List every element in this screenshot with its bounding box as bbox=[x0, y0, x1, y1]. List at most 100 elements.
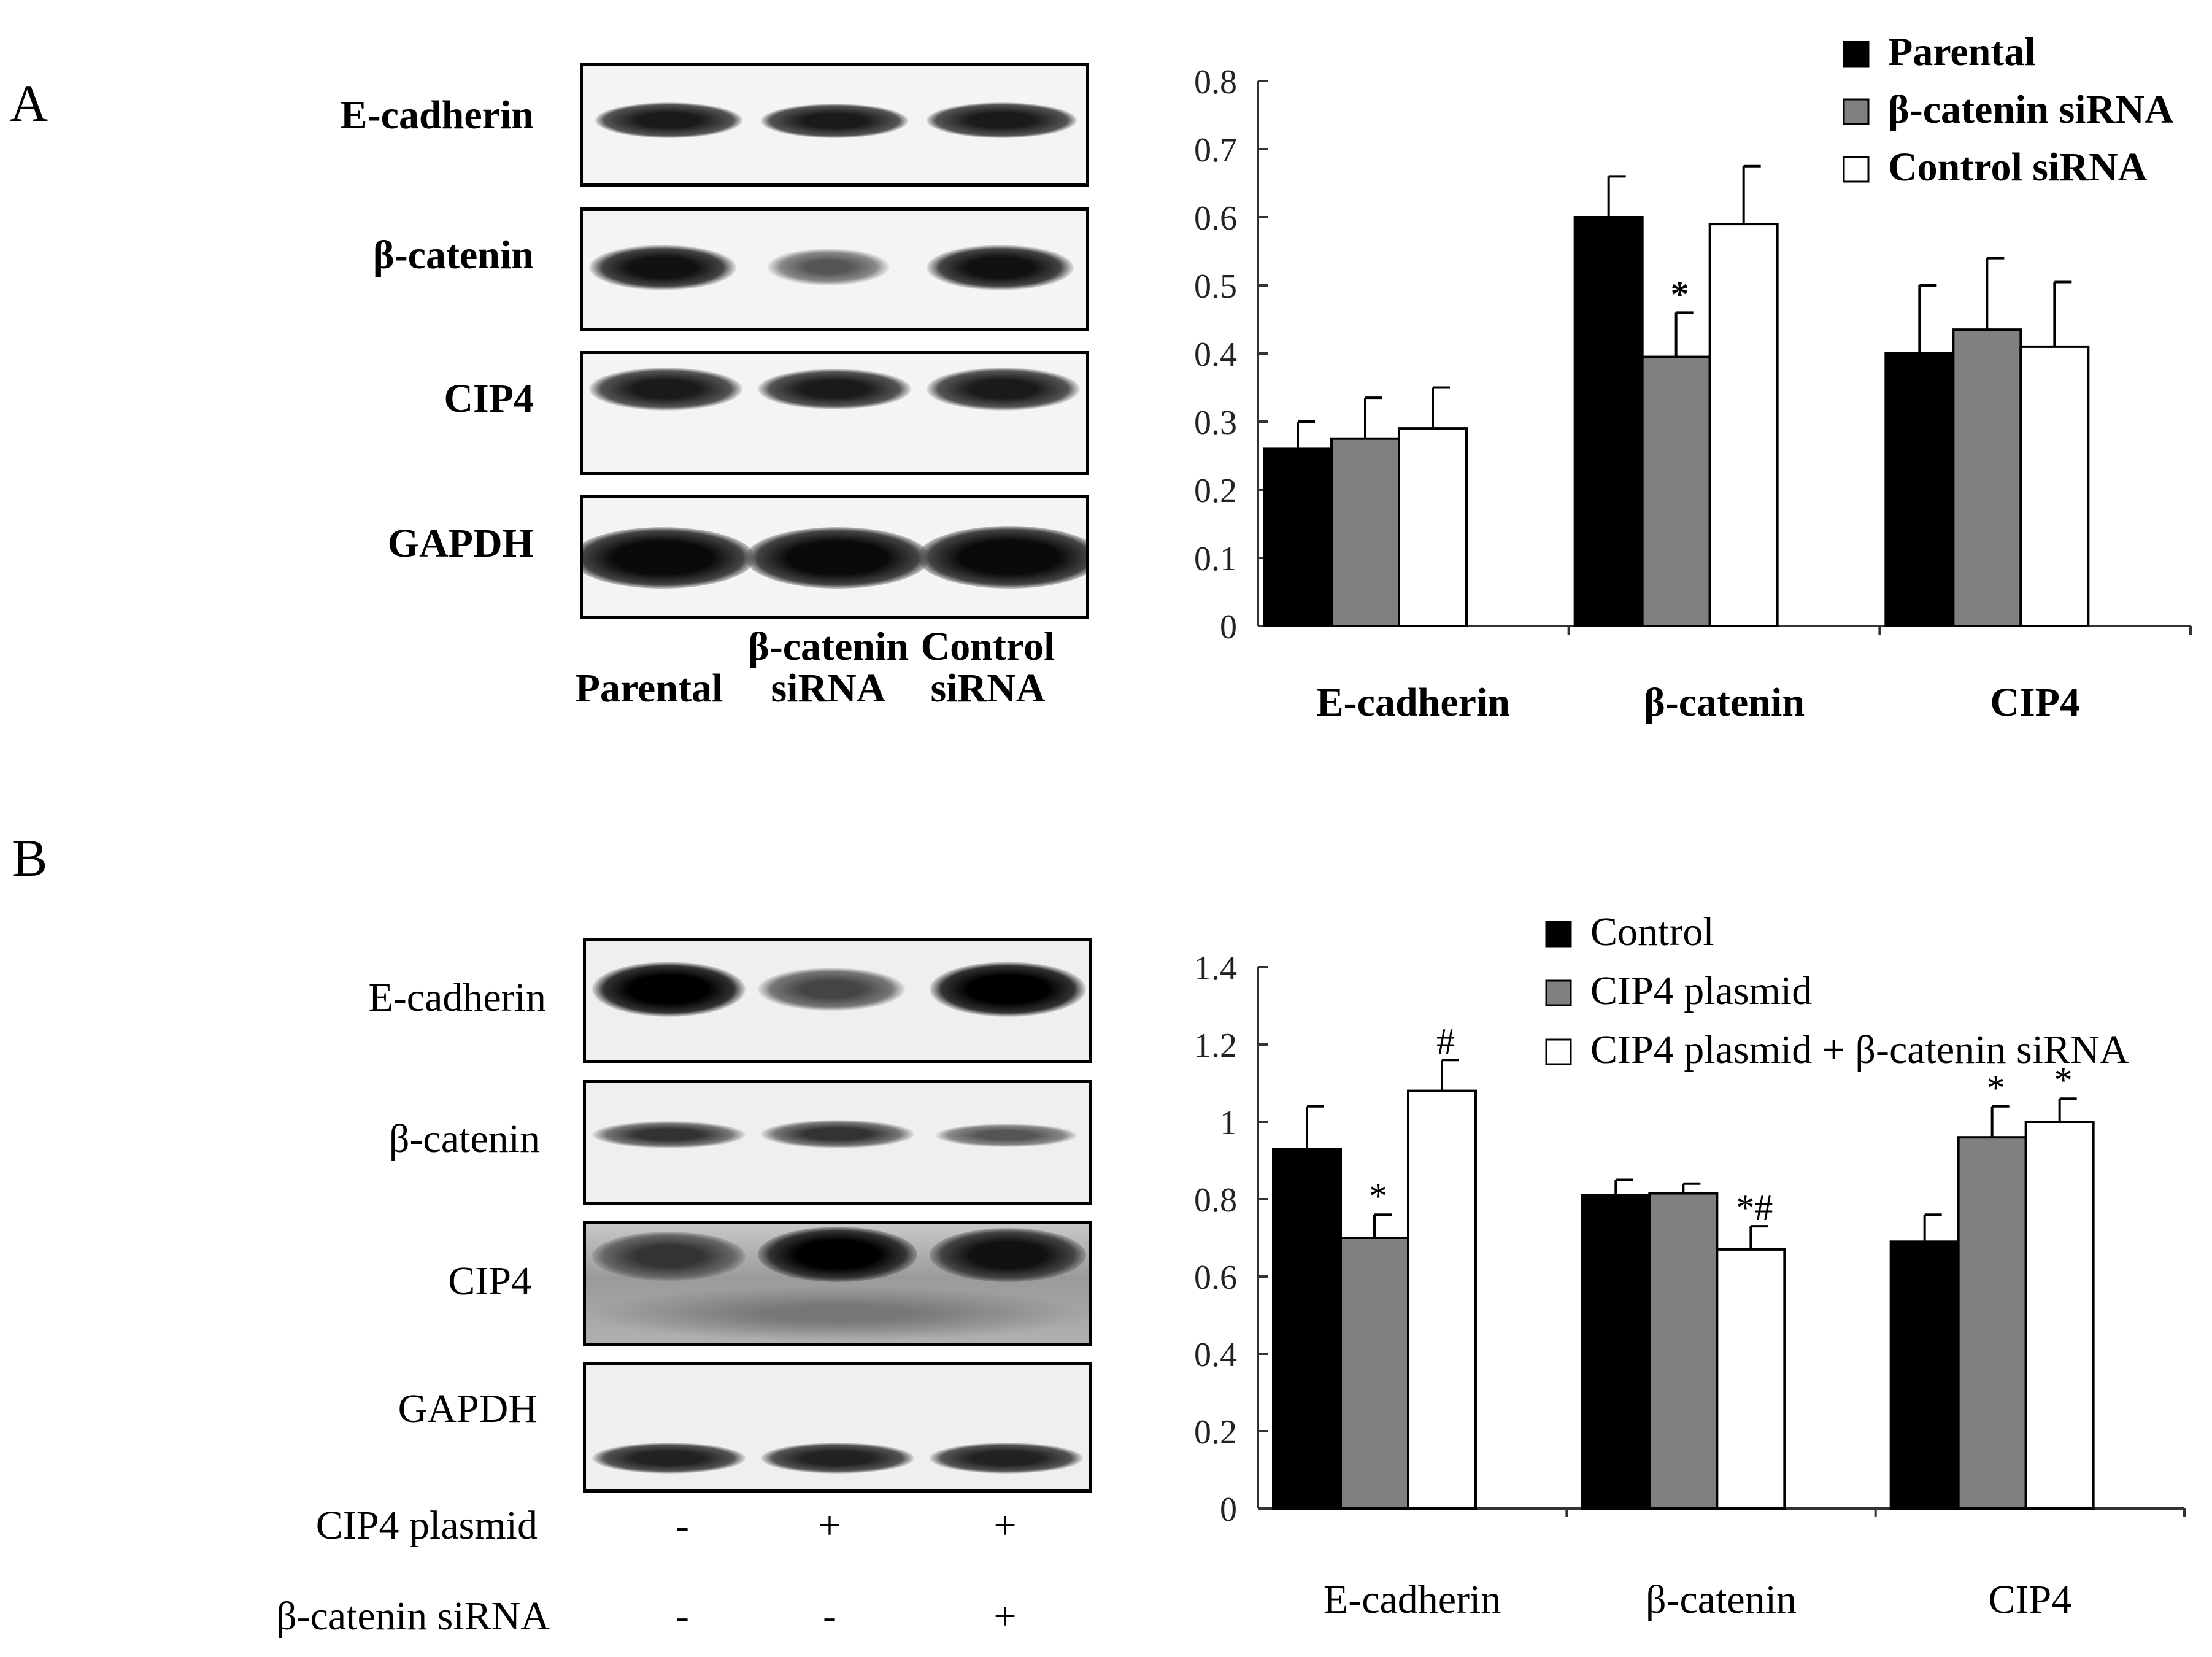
treatment-sign: - bbox=[676, 1503, 689, 1548]
bar bbox=[1398, 427, 1468, 627]
bar bbox=[1884, 352, 1955, 627]
bar bbox=[1952, 328, 2022, 627]
blot-band bbox=[930, 1443, 1083, 1474]
treatment-label-beta-catenin-sirna: β-catenin siRNA bbox=[276, 1594, 550, 1639]
blot-label-cip4-b: CIP4 bbox=[448, 1259, 531, 1304]
y-tick-label: 0.3 bbox=[1194, 404, 1237, 442]
treatment-sign: + bbox=[993, 1594, 1017, 1639]
western-blot-cip4-b bbox=[583, 1221, 1092, 1346]
legend-swatch bbox=[1843, 98, 1870, 125]
blot-band bbox=[927, 368, 1080, 411]
y-tick-label: 1.2 bbox=[1194, 1027, 1237, 1065]
bar bbox=[1957, 1136, 2027, 1510]
significance-mark: * bbox=[1987, 1068, 2005, 1108]
significance-mark: # bbox=[1436, 1021, 1455, 1062]
bar bbox=[1648, 1192, 1719, 1510]
y-tick-label: 0.8 bbox=[1194, 63, 1237, 101]
bar-chart-b: 0 0.2 0.4 0.6 0.8 1 1.2 1.4 E-cadherin β-catenin C… bbox=[1194, 910, 2186, 1622]
lane-label-parental: Parental bbox=[575, 666, 723, 711]
legend-label: CIP4 plasmid + β-catenin siRNA bbox=[1590, 1027, 2129, 1072]
blot-label-cip4-a: CIP4 bbox=[444, 376, 534, 421]
blot-band bbox=[930, 1228, 1086, 1282]
bar bbox=[2019, 345, 2090, 628]
y-tick-label: 0 bbox=[1220, 1491, 1237, 1529]
bar bbox=[1889, 1240, 1960, 1510]
legend-swatch bbox=[1545, 979, 1572, 1006]
treatment-sign: - bbox=[823, 1594, 836, 1639]
blot-band bbox=[586, 1286, 1089, 1341]
y-tick-label: 0.4 bbox=[1194, 336, 1237, 374]
bar bbox=[1708, 223, 1779, 628]
western-blot-beta-catenin-b bbox=[583, 1080, 1092, 1205]
bar bbox=[1272, 1148, 1342, 1510]
y-tick-label: 0.2 bbox=[1194, 472, 1237, 510]
x-category-label: CIP4 bbox=[1990, 680, 2080, 725]
western-blot-gapdh-a bbox=[580, 495, 1089, 619]
blot-label-e-cadherin-a: E-cadherin bbox=[340, 93, 534, 137]
blot-band bbox=[589, 245, 736, 290]
bar bbox=[1716, 1248, 1786, 1510]
bar bbox=[1641, 355, 1711, 627]
y-tick-label: 0 bbox=[1220, 608, 1237, 646]
x-category-label: CIP4 bbox=[1988, 1577, 2071, 1622]
significance-mark: * bbox=[1671, 274, 1689, 314]
significance-mark: * bbox=[2054, 1060, 2073, 1100]
bar bbox=[1407, 1089, 1477, 1510]
blot-band bbox=[927, 102, 1077, 138]
y-tick-label: 0.8 bbox=[1194, 1181, 1237, 1219]
blot-band bbox=[758, 968, 905, 1011]
x-category-label: E-cadherin bbox=[1317, 680, 1510, 725]
blot-band bbox=[758, 1227, 917, 1282]
y-tick-label: 1 bbox=[1220, 1104, 1237, 1142]
y-tick-label: 0.6 bbox=[1194, 199, 1237, 238]
panel-b-letter: B bbox=[12, 829, 48, 887]
blot-band bbox=[592, 1232, 746, 1281]
bar bbox=[2024, 1121, 2095, 1510]
blot-band bbox=[595, 102, 742, 138]
bar bbox=[1330, 437, 1400, 627]
y-tick-label: 0.5 bbox=[1194, 268, 1237, 306]
blot-band bbox=[592, 962, 746, 1017]
bar bbox=[1339, 1237, 1409, 1510]
blot-band bbox=[746, 527, 930, 589]
y-tick-label: 0.6 bbox=[1194, 1259, 1237, 1297]
legend-label: Control bbox=[1590, 910, 1714, 954]
legend-swatch bbox=[1545, 1038, 1572, 1065]
panel-a-letter: A bbox=[10, 74, 48, 133]
blot-band bbox=[930, 962, 1086, 1017]
y-tick-label: 0.4 bbox=[1194, 1336, 1237, 1374]
legend-swatch bbox=[1843, 156, 1870, 183]
treatment-sign: + bbox=[993, 1503, 1017, 1548]
blot-band bbox=[589, 368, 742, 411]
x-category-label: E-cadherin bbox=[1324, 1577, 1501, 1622]
legend-swatch bbox=[1843, 41, 1870, 68]
legend-swatch bbox=[1545, 921, 1572, 948]
lane-label-beta-catenin-sirna: β-catenin siRNA bbox=[747, 624, 909, 711]
blot-label-gapdh-a: GAPDH bbox=[387, 521, 534, 566]
x-category-label: β-catenin bbox=[1644, 680, 1805, 725]
blot-band bbox=[761, 1120, 914, 1148]
western-blot-beta-catenin-a bbox=[580, 207, 1089, 331]
blot-label-beta-catenin-a: β-catenin bbox=[372, 233, 534, 277]
treatment-label-cip4-plasmid: CIP4 plasmid bbox=[315, 1503, 538, 1548]
blot-label-beta-catenin-b: β-catenin bbox=[388, 1116, 540, 1161]
y-tick-label: 1.4 bbox=[1194, 949, 1237, 987]
x-category-label: β-catenin bbox=[1646, 1577, 1797, 1622]
bar bbox=[1263, 447, 1333, 628]
blot-band bbox=[927, 245, 1074, 290]
western-blot-e-cadherin-b bbox=[583, 938, 1092, 1063]
significance-mark: *# bbox=[1736, 1188, 1773, 1228]
western-blot-cip4-a bbox=[580, 351, 1089, 475]
treatment-sign: + bbox=[818, 1503, 841, 1548]
blot-band bbox=[592, 1121, 746, 1148]
blot-band bbox=[936, 1124, 1077, 1147]
y-tick-label: 0.2 bbox=[1194, 1413, 1237, 1451]
y-tick-label: 0.7 bbox=[1194, 131, 1237, 169]
bar bbox=[1573, 216, 1644, 627]
bar-chart-a: 0 0.1 0.2 0.3 0.4 0.5 0.6 0.7 0.8 E-cadherin β-cat… bbox=[1194, 29, 2192, 725]
y-tick-label: 0.1 bbox=[1194, 540, 1237, 578]
legend-label: Parental bbox=[1888, 29, 2036, 74]
blot-band bbox=[761, 104, 908, 138]
blot-band bbox=[592, 1443, 746, 1474]
legend-label: β-catenin siRNA bbox=[1888, 87, 2174, 132]
